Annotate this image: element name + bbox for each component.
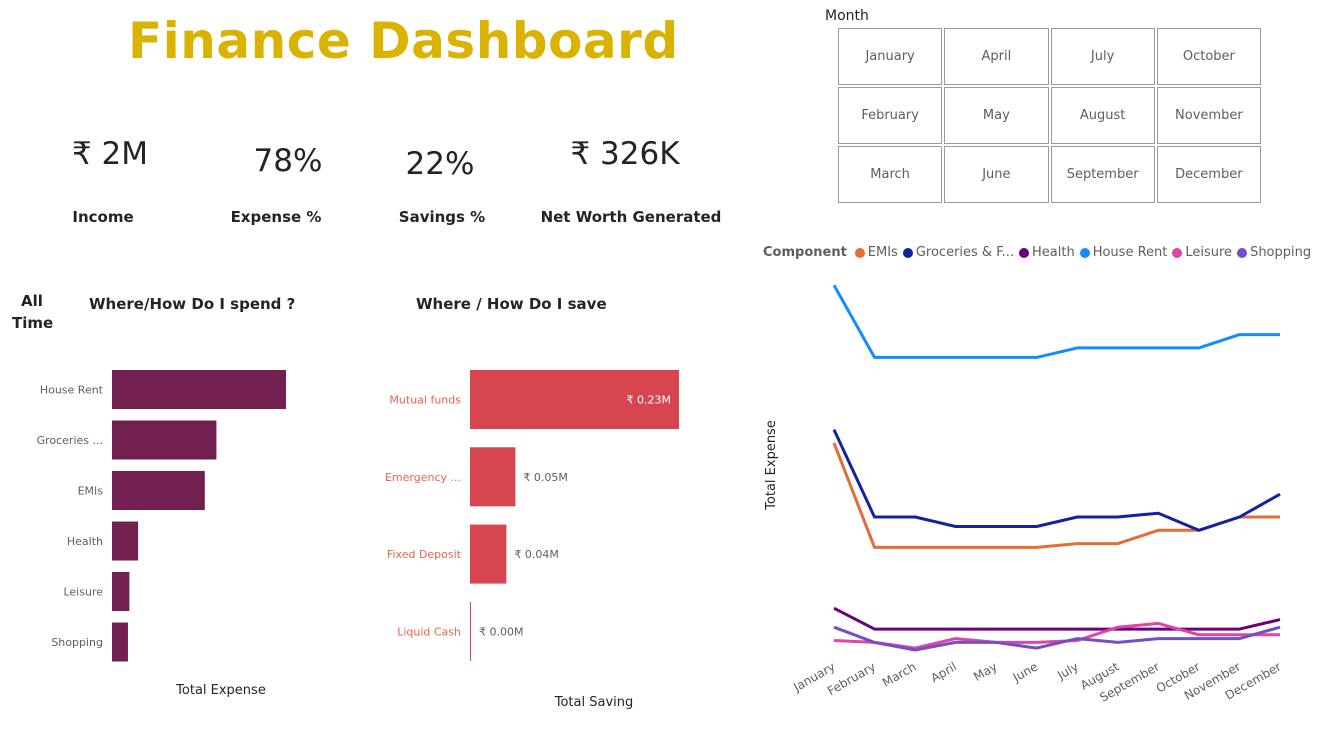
month-button-february[interactable]: February [838,87,943,144]
series-line-health [833,606,1281,631]
legend-item-shopping[interactable]: Shopping [1237,245,1311,260]
line-chart-legend: Component EMIs Groceries & F... Health Hous… [763,245,1316,260]
series-line-leisure [833,621,1280,650]
kpi-income-label: Income [72,208,134,226]
save-category-label: Liquid Cash [397,625,461,638]
month-button-january[interactable]: January [838,28,943,85]
save-data-label: ₹ 0.05M [523,471,567,484]
legend-label: Health [1032,245,1075,260]
legend-label: Leisure [1185,245,1233,260]
save-category-label: Emergency ... [385,471,461,484]
month-button-may[interactable]: May [944,87,1049,144]
month-slicer-title: Month [825,8,869,24]
month-button-november[interactable]: November [1156,87,1261,144]
dashboard-title: Finance Dashboard [128,12,679,70]
month-button-march[interactable]: March [838,146,943,203]
save-data-label: ₹ 0.04M [514,548,558,561]
spend-bar-health [112,521,139,561]
spend-x-axis-label: Total Expense [175,683,266,698]
legend-marker [1019,247,1029,258]
month-button-october[interactable]: October [1156,28,1261,85]
legend-label: House Rent [1092,245,1168,260]
save-data-label: ₹ 0.00M [479,625,523,638]
kpi-expense-value: 78% [253,143,323,179]
legend-item-health[interactable]: Health [1019,245,1075,260]
x-tick-label: March [880,659,919,689]
series-line-groceries-f [832,428,1281,532]
series-line-house-rent [832,284,1280,359]
x-tick-label: June [1010,659,1041,685]
series-line-shopping [833,625,1281,652]
save-category-label: Fixed Deposit [387,548,462,561]
kpi-income-value: ₹ 2M [71,136,149,172]
spend-bar-groceries [112,420,217,460]
save-bar-mutual-funds [470,370,679,429]
legend-item-emis[interactable]: EMIs [854,245,898,260]
month-button-april[interactable]: April [944,28,1049,85]
legend-marker [854,247,865,258]
legend-item-leisure[interactable]: Leisure [1172,245,1232,260]
spend-category-label: Shopping [51,636,103,649]
x-tick-label: July [1054,659,1081,682]
month-button-june[interactable]: June [944,146,1049,203]
legend-marker [1079,247,1090,258]
legend-marker [902,247,913,258]
save-bar-emergency [470,447,516,507]
spend-bar-shopping [112,622,128,662]
spend-bar-leisure [112,572,130,611]
kpi-expense-label: Expense % [230,208,322,226]
spend-bar-emis [112,471,205,510]
legend-item-house-rent[interactable]: House Rent [1079,245,1168,260]
legend-label: Shopping [1250,245,1312,260]
spend-bar-chart: House Rent Groceries ... EMIs Health Leisure… [37,370,286,698]
kpi-savings-label: Savings % [398,208,486,226]
save-bar-chart: Mutual funds ₹ 0.23M Emergency ... ₹ 0.05M F… [385,370,679,710]
line-y-axis-label: Total Expense [764,420,779,511]
legend-label: Groceries & F... [915,245,1014,260]
kpi-networth-label: Net Worth Generated [540,208,722,226]
month-button-september[interactable]: September [1050,146,1155,203]
save-data-label: ₹ 0.23M [627,394,671,407]
month-button-august[interactable]: August [1050,87,1155,144]
spend-category-label: Health [67,535,103,548]
spend-category-label: Leisure [63,586,103,599]
legend-marker [1172,247,1183,258]
spend-bar-house-rent [112,370,286,409]
legend-marker [1237,247,1248,258]
month-button-december[interactable]: December [1156,146,1261,203]
save-bar-fixed-deposit [470,524,507,584]
save-x-axis-label: Total Saving [554,695,634,710]
save-chart-title: Where / How Do I save [416,295,607,313]
legend-title: Component [763,245,847,260]
save-category-label: Mutual funds [389,394,461,407]
spend-category-label: Groceries ... [37,434,103,447]
legend-label: EMIs [867,245,898,260]
spend-category-label: EMIs [78,485,104,498]
save-bar-liquid-cash [470,601,471,661]
spend-category-label: House Rent [40,384,104,397]
period-label: All Time [12,292,54,332]
month-button-july[interactable]: July [1050,28,1155,85]
x-tick-label: May [971,659,999,684]
x-tick-label: April [928,659,959,685]
month-slicer: January April July October February May … [838,28,1261,203]
kpi-savings-value: 22% [405,146,475,182]
spend-chart-title: Where/How Do I spend ? [89,295,296,313]
series-line-emis [832,442,1280,549]
legend-item-groceries-f[interactable]: Groceries & F... [902,245,1014,260]
kpi-networth-value: ₹ 326K [570,136,680,172]
